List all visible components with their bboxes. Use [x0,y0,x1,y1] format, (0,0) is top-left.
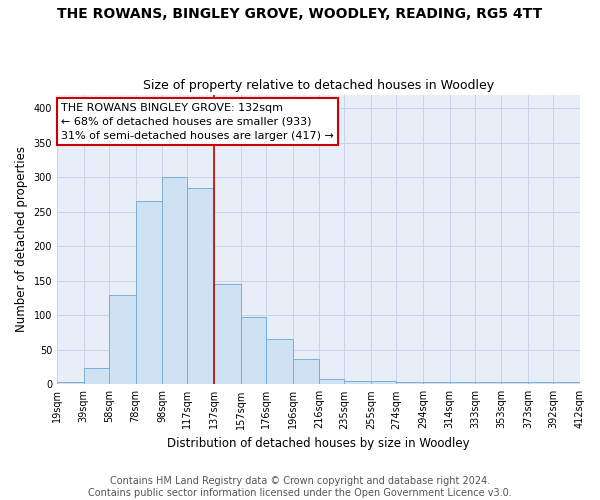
Bar [214,284,241,384]
Text: Contains HM Land Registry data © Crown copyright and database right 2024.
Contai: Contains HM Land Registry data © Crown c… [88,476,512,498]
Bar [319,379,344,384]
Bar [136,202,162,384]
Bar [293,359,319,384]
Bar [502,382,528,384]
Bar [241,316,266,384]
Title: Size of property relative to detached houses in Woodley: Size of property relative to detached ho… [143,79,494,92]
Text: THE ROWANS BINGLEY GROVE: 132sqm
← 68% of detached houses are smaller (933)
31% : THE ROWANS BINGLEY GROVE: 132sqm ← 68% o… [61,103,334,141]
Text: THE ROWANS, BINGLEY GROVE, WOODLEY, READING, RG5 4TT: THE ROWANS, BINGLEY GROVE, WOODLEY, READ… [58,8,542,22]
Bar [83,368,109,384]
Bar [187,188,214,384]
Bar [475,382,502,384]
Bar [423,382,449,384]
Bar [371,381,397,384]
Bar [162,178,187,384]
Bar [57,382,83,384]
Bar [553,382,580,384]
Bar [109,294,136,384]
Bar [528,382,553,384]
Bar [449,382,475,384]
Bar [397,382,423,384]
Y-axis label: Number of detached properties: Number of detached properties [15,146,28,332]
Bar [344,381,371,384]
Bar [266,340,293,384]
X-axis label: Distribution of detached houses by size in Woodley: Distribution of detached houses by size … [167,437,470,450]
